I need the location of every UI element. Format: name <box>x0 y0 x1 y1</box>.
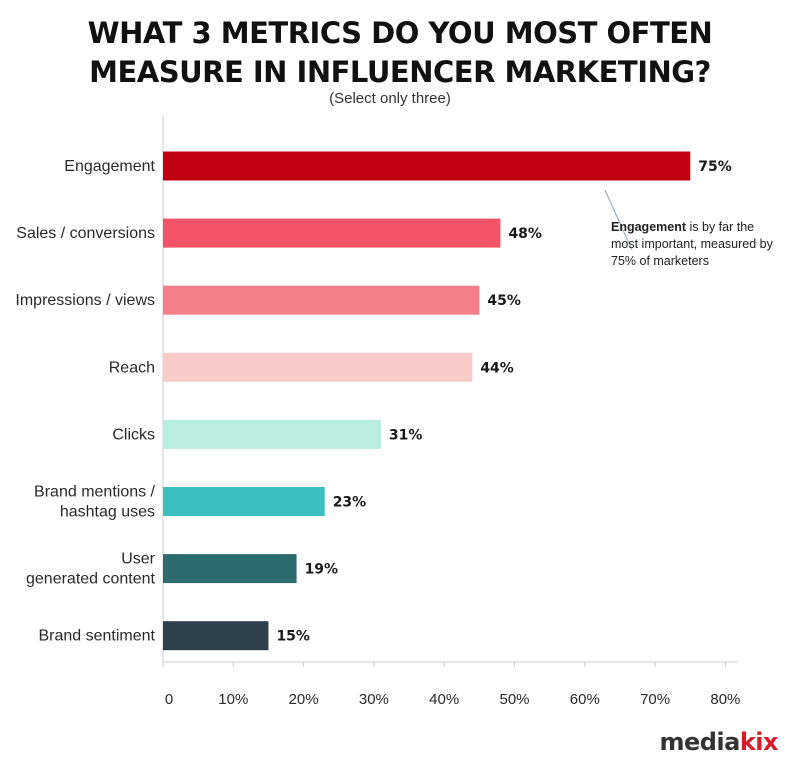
engagement-annotation: Engagement is by far the most important,… <box>611 219 781 270</box>
chart-title: WHAT 3 METRICS DO YOU MOST OFTEN MEASURE… <box>0 14 800 92</box>
bar-value-label: 23% <box>333 495 367 511</box>
chart-title-line-2: MEASURE IN INFLUENCER MARKETING? <box>89 55 711 89</box>
x-tick-label: 40% <box>429 691 459 708</box>
bar <box>163 487 325 516</box>
bar <box>163 151 691 181</box>
mediakix-logo: mediakix <box>659 728 778 756</box>
logo-part-2: kix <box>739 728 779 756</box>
bar-value-label: 45% <box>487 293 521 309</box>
category-label: Clicks <box>112 426 155 443</box>
annotation-text: is by far the most important, measured b… <box>611 220 773 268</box>
bar-value-label: 44% <box>480 360 514 376</box>
bar-value-label: 48% <box>508 226 542 242</box>
x-tick-label: 30% <box>359 691 389 708</box>
x-tick-label: 80% <box>710 691 740 708</box>
category-label: Reach <box>109 359 155 376</box>
x-tick-label: 0 <box>165 691 173 708</box>
chart-subtitle: (Select only three) <box>329 90 451 107</box>
category-label: Engagement <box>64 158 155 175</box>
category-label: Brand sentiment <box>38 628 155 645</box>
x-tick-label: 10% <box>218 691 248 708</box>
category-label: Sales / conversions <box>16 225 155 242</box>
bar-value-label: 31% <box>389 427 423 443</box>
chart-title-line-1: WHAT 3 METRICS DO YOU MOST OFTEN <box>87 16 713 50</box>
x-tick-label: 60% <box>570 691 600 708</box>
logo-part-1: media <box>659 728 740 756</box>
category-label: Brand mentions / <box>34 484 156 501</box>
bar-value-label: 75% <box>698 159 732 175</box>
category-label: generated content <box>26 571 156 588</box>
bar <box>163 285 480 315</box>
annotation-pointer <box>604 189 633 251</box>
bar <box>163 218 501 248</box>
category-label: hashtag uses <box>60 504 155 521</box>
x-tick-label: 50% <box>499 691 529 708</box>
bar <box>163 621 269 651</box>
category-label: Impressions / views <box>15 292 155 309</box>
bar-value-label: 19% <box>305 562 339 578</box>
bar <box>163 554 297 584</box>
bar <box>163 419 381 449</box>
x-tick-label: 70% <box>640 691 670 708</box>
bar <box>163 352 473 382</box>
x-tick-label: 20% <box>289 691 319 708</box>
bar-value-label: 15% <box>276 629 310 645</box>
category-label: User <box>121 551 155 568</box>
annotation-bold: Engagement <box>611 220 687 234</box>
